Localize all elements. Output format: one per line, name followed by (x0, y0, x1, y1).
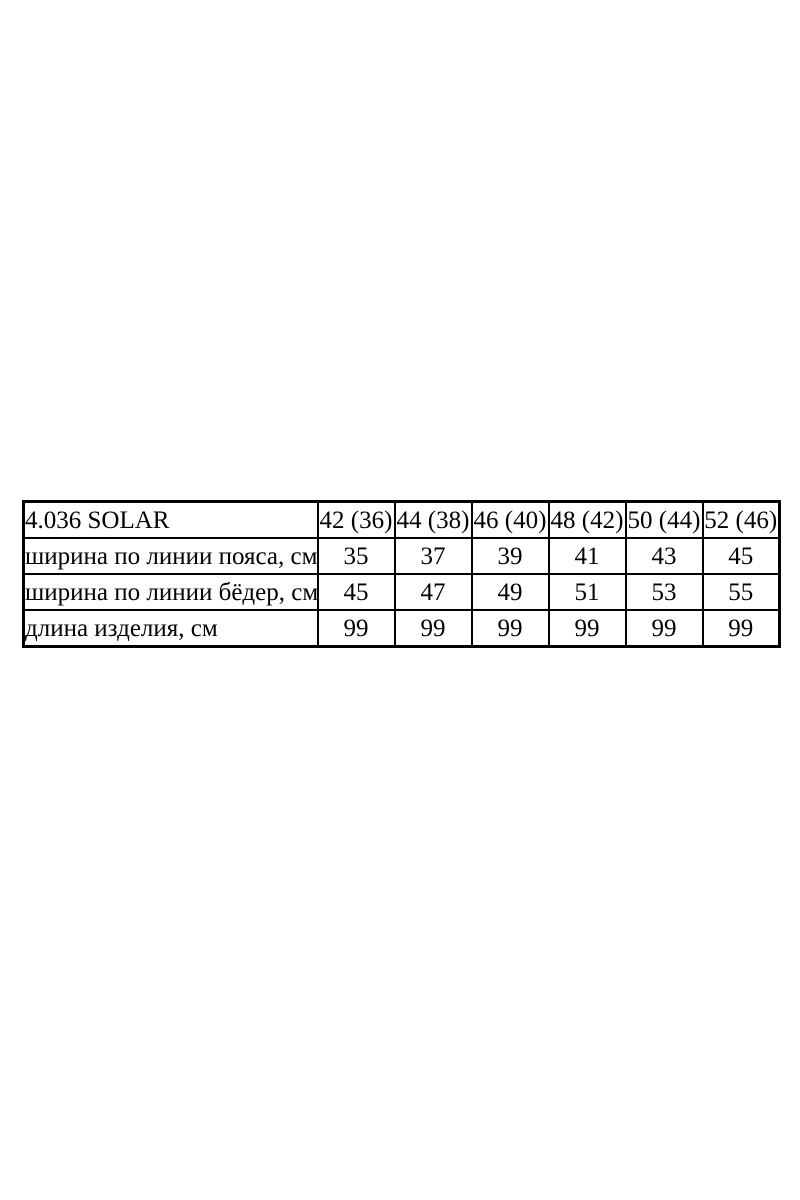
size-header-cell: 42 (36) (316, 500, 396, 539)
measurement-value-cell: 99 (393, 609, 473, 648)
model-name-cell: 4.036 SOLAR (22, 500, 319, 539)
measurement-value-cell: 35 (316, 537, 396, 575)
measurement-value-cell: 53 (624, 573, 704, 611)
measurement-label-cell: ширина по линии бёдер, см (22, 573, 319, 611)
size-header-cell: 48 (42) (547, 500, 627, 539)
measurement-value-cell: 39 (470, 537, 550, 575)
size-table-container: 4.036 SOLAR 42 (36) 44 (38) 46 (40) 48 (42) 5… (22, 500, 781, 648)
size-table-header-row: 4.036 SOLAR 42 (36) 44 (38) 46 (40) 48 (42) 5… (22, 500, 781, 539)
measurement-value-cell: 41 (547, 537, 627, 575)
size-header-cell: 46 (40) (470, 500, 550, 539)
measurement-value-cell: 37 (393, 537, 473, 575)
measurement-value-cell: 47 (393, 573, 473, 611)
measurement-value-cell: 45 (316, 573, 396, 611)
measurement-value-cell: 43 (624, 537, 704, 575)
measurement-value-cell: 99 (547, 609, 627, 648)
size-table-row: длина изделия, см 99 99 99 99 99 99 (22, 609, 781, 648)
size-table-row: ширина по линии пояса, см 35 37 39 41 43 45 (22, 537, 781, 575)
measurement-value-cell: 51 (547, 573, 627, 611)
size-table: 4.036 SOLAR 42 (36) 44 (38) 46 (40) 48 (42) 5… (22, 500, 781, 648)
measurement-value-cell: 99 (624, 609, 704, 648)
measurement-label-cell: длина изделия, см (22, 609, 319, 648)
size-header-cell: 52 (46) (701, 500, 781, 539)
measurement-value-cell: 99 (316, 609, 396, 648)
measurement-value-cell: 99 (470, 609, 550, 648)
measurement-value-cell: 45 (701, 537, 781, 575)
measurement-label-cell: ширина по линии пояса, см (22, 537, 319, 575)
size-table-row: ширина по линии бёдер, см 45 47 49 51 53 55 (22, 573, 781, 611)
size-header-cell: 50 (44) (624, 500, 704, 539)
size-header-cell: 44 (38) (393, 500, 473, 539)
measurement-value-cell: 99 (701, 609, 781, 648)
measurement-value-cell: 49 (470, 573, 550, 611)
measurement-value-cell: 55 (701, 573, 781, 611)
